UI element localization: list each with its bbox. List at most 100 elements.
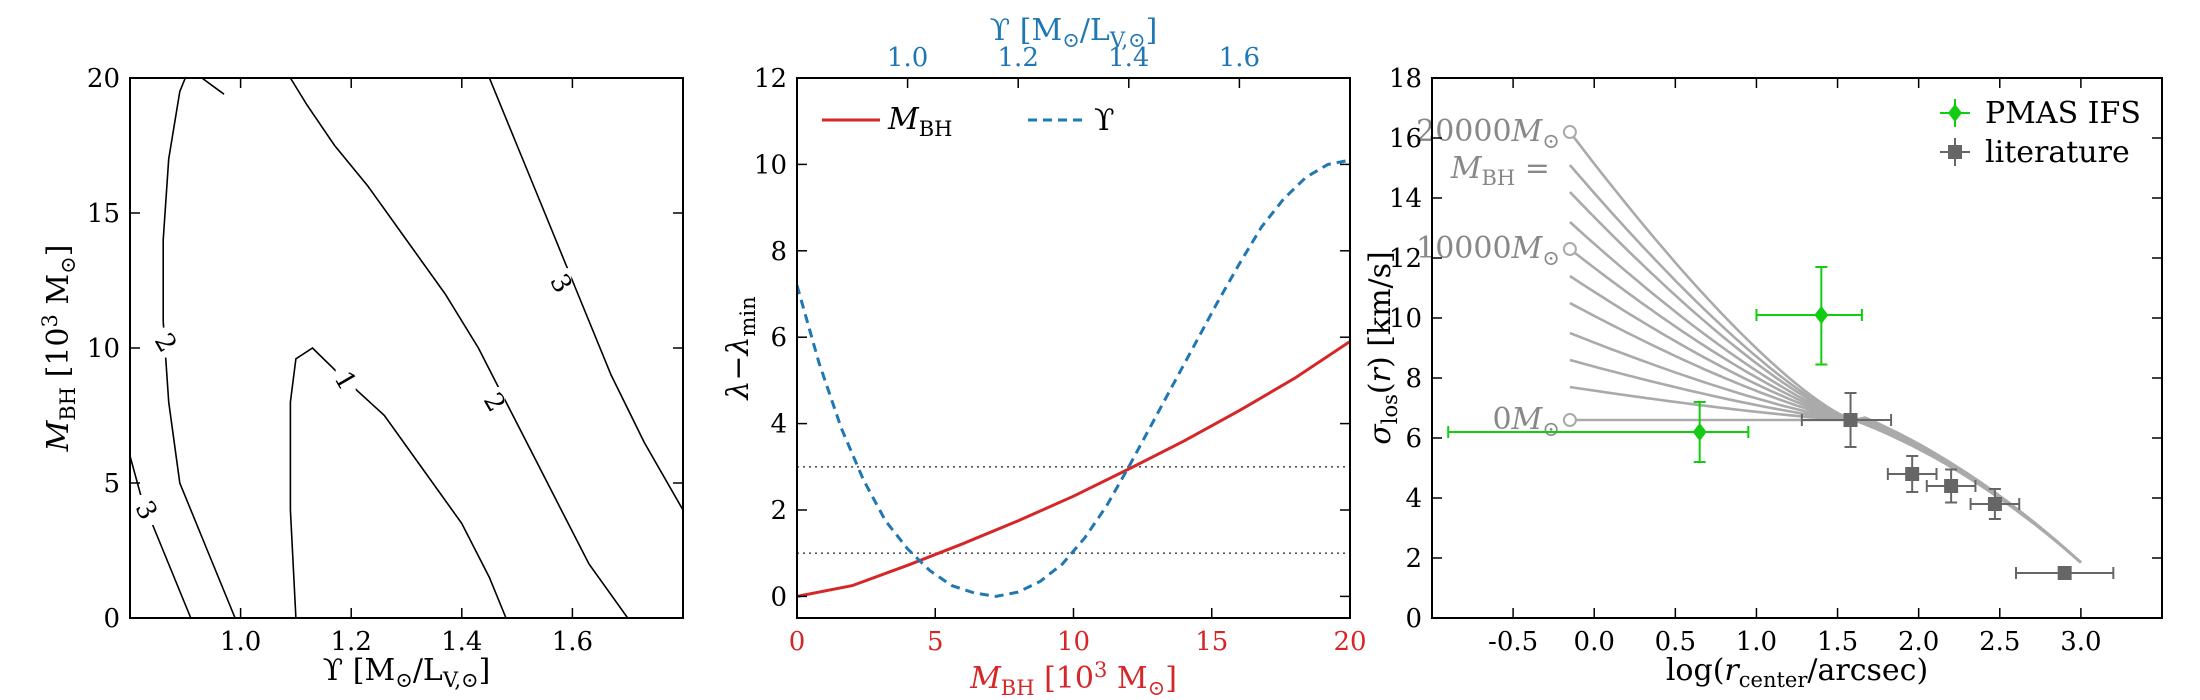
dispersion-y-tick-label: 10 bbox=[1389, 304, 1422, 334]
profile-y-tick-label: 12 bbox=[754, 64, 787, 94]
dispersion-x-axis-label-part: /arcsec) bbox=[1807, 653, 1928, 688]
model-annotation-part: 0 bbox=[1492, 402, 1511, 437]
dispersion-y-axis-label-part: σ bbox=[1363, 423, 1398, 445]
contour-y-axis-label-part: M bbox=[41, 274, 76, 314]
contour-label-bg bbox=[551, 268, 572, 299]
contour-y-axis-label-part: ⊙ bbox=[56, 256, 80, 274]
profile-y-tick-label: 10 bbox=[754, 150, 787, 180]
model-annotation: 20000M⊙ bbox=[1416, 114, 1560, 153]
profile-x-tick-label: 0 bbox=[789, 627, 806, 657]
profile-x-tick-label: 15 bbox=[1195, 627, 1228, 657]
dispersion-x-tick-label: 2.0 bbox=[1898, 627, 1939, 657]
dispersion-x-axis-label-part: log( bbox=[1666, 653, 1725, 688]
contour-line-3 bbox=[201, 78, 225, 95]
profile-top-x-axis-label: ϒ [M⊙/LV,⊙] bbox=[990, 13, 1158, 52]
profile-x-axis-label: MBH [103 M⊙] bbox=[969, 658, 1177, 700]
legend-literature-swatch bbox=[1948, 145, 1962, 159]
legend-mbh-label-part: M bbox=[887, 102, 920, 137]
profile-y-tick-label: 6 bbox=[770, 323, 787, 353]
contour-x-axis-label-part: V,⊙ bbox=[442, 668, 479, 692]
dispersion-y-tick-label: 12 bbox=[1389, 244, 1422, 274]
literature-point-marker bbox=[2057, 566, 2072, 580]
dispersion-y-tick-label: 2 bbox=[1405, 544, 1422, 574]
contour-line-2 bbox=[289, 78, 629, 618]
profile-y-axis-label-part: min bbox=[736, 296, 760, 336]
model-curve bbox=[1569, 418, 2082, 564]
contour-x-axis-label-part: ϒ [M bbox=[323, 653, 396, 688]
model-annotation-part: ⊙ bbox=[1542, 417, 1560, 441]
dispersion-x-axis-label: log(rcenter/arcsec) bbox=[1666, 653, 1928, 692]
profile-x-tick-label: 5 bbox=[927, 627, 944, 657]
contour-line-1 bbox=[289, 346, 507, 618]
model-annotation-mbh-part: M bbox=[1450, 151, 1483, 186]
legend-pmas-swatch bbox=[1948, 104, 1962, 122]
contour-label-bg bbox=[335, 365, 356, 396]
dispersion-x-tick-label: 0.5 bbox=[1655, 627, 1696, 657]
contour-y-tick-label: 15 bbox=[87, 199, 120, 229]
profile-x-axis-label-part: 3 bbox=[1094, 658, 1107, 682]
profile-y-tick-label: 0 bbox=[770, 582, 787, 612]
contour-y-axis-label: MBH [103 M⊙] bbox=[38, 245, 80, 453]
model-start-marker bbox=[1562, 125, 1577, 139]
contour-line-3 bbox=[130, 455, 192, 618]
dispersion-x-tick-label: 3.0 bbox=[2060, 627, 2101, 657]
profile-x-tick-label: 20 bbox=[1333, 627, 1366, 657]
legend-mbh-label-part: BH bbox=[919, 117, 953, 141]
profile-top-x-tick-label: 1.0 bbox=[887, 43, 928, 73]
profile-top-x-axis-label-part: ⊙ bbox=[1062, 28, 1080, 52]
contour-x-tick-label: 1.0 bbox=[220, 627, 261, 657]
contour-label-bg bbox=[484, 387, 505, 417]
profile-x-axis-label-part: M bbox=[1107, 661, 1147, 696]
contour-line-2 bbox=[162, 78, 236, 618]
contour-x-axis-label-part: /L bbox=[413, 653, 443, 688]
model-curve bbox=[1569, 358, 2082, 564]
model-curves bbox=[1562, 125, 2082, 564]
dispersion-y-tick-label: 18 bbox=[1389, 64, 1422, 94]
dispersion-x-tick-label: 2.5 bbox=[1979, 627, 2020, 657]
legend-literature-label: literature bbox=[1985, 135, 2130, 170]
dispersion-y-tick-label: 14 bbox=[1389, 184, 1422, 214]
dispersion-y-axis-label-part: r bbox=[1363, 366, 1398, 382]
profile-y-tick-label: 8 bbox=[770, 237, 787, 267]
profile-top-x-tick-label: 1.2 bbox=[998, 43, 1039, 73]
dispersion-y-tick-label: 0 bbox=[1405, 604, 1422, 634]
profile-x-axis-label-part: ] bbox=[1165, 661, 1177, 696]
dispersion-x-tick-label: -0.5 bbox=[1488, 627, 1538, 657]
contour-y-axis-label-part: [10 bbox=[41, 328, 76, 387]
dispersion-axes-frame bbox=[1431, 77, 2163, 619]
profile-lines bbox=[797, 158, 1350, 598]
contour-x-tick-label: 1.2 bbox=[331, 627, 372, 657]
contour-y-axis-label-part: ] bbox=[41, 245, 76, 257]
contour-x-axis-label: ϒ [M⊙/LV,⊙] bbox=[323, 653, 491, 692]
literature-point-marker bbox=[1843, 413, 1858, 427]
model-annotation-mbh: MBH = bbox=[1450, 151, 1550, 190]
contour-x-tick-label: 1.4 bbox=[441, 627, 482, 657]
legend-pmas-label: PMAS IFS bbox=[1985, 96, 2141, 131]
model-annotation: 10000M⊙ bbox=[1416, 231, 1560, 270]
dispersion-x-axis-label-part: center bbox=[1739, 668, 1809, 692]
model-start-marker bbox=[1562, 242, 1577, 256]
contour-label-bg bbox=[136, 495, 157, 525]
dispersion-y-axis-label-part: ) [km/s] bbox=[1363, 251, 1398, 368]
profile-top-x-axis-label-part: V,⊙ bbox=[1109, 28, 1146, 52]
dispersion-y-tick-label: 8 bbox=[1405, 364, 1422, 394]
mbh-series-line bbox=[797, 340, 1350, 598]
dispersion-x-axis-label-part: r bbox=[1724, 653, 1740, 688]
dispersion-y-axis-label-part: ( bbox=[1363, 382, 1398, 394]
dispersion-y-axis-label: σlos(r) [km/s] bbox=[1363, 251, 1402, 444]
pmas-point-marker bbox=[1814, 306, 1829, 324]
literature-point-marker bbox=[1905, 467, 1920, 481]
model-curve bbox=[1569, 221, 2082, 564]
contour-y-tick-label: 20 bbox=[87, 64, 120, 94]
dispersion-y-tick-label: 6 bbox=[1405, 424, 1422, 454]
literature-point-marker bbox=[1944, 479, 1959, 493]
profile-y-tick-label: 4 bbox=[770, 410, 787, 440]
profile-top-x-tick-label: 1.6 bbox=[1219, 43, 1260, 73]
model-annotation: 0M⊙ bbox=[1492, 402, 1559, 441]
contour-line-3 bbox=[488, 78, 683, 511]
model-annotation-mbh-part: BH bbox=[1481, 166, 1515, 190]
profile-axes-frame bbox=[796, 77, 1351, 619]
